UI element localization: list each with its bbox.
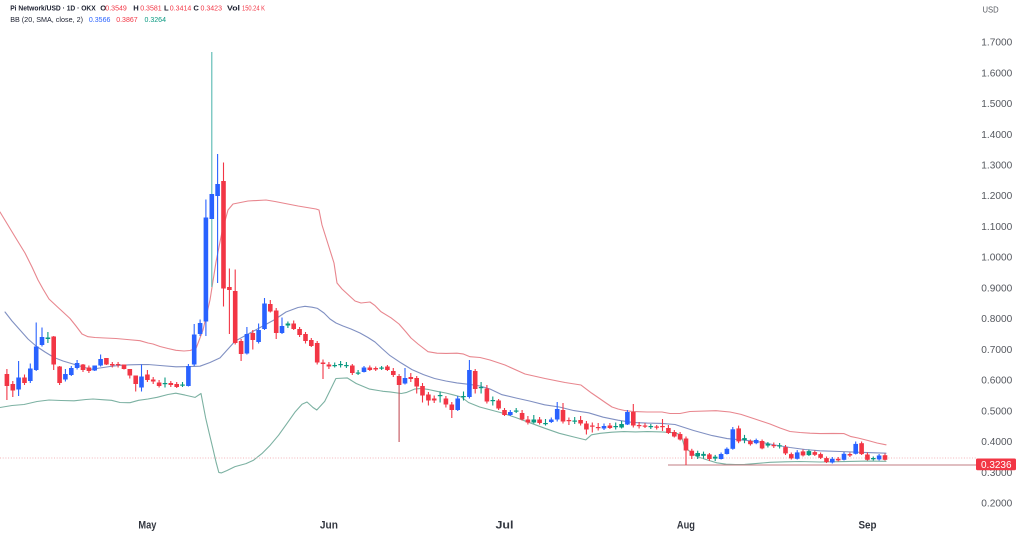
svg-text:0.6000: 0.6000 bbox=[981, 376, 1012, 387]
svg-text:0.3264: 0.3264 bbox=[145, 15, 167, 24]
svg-text:0.4000: 0.4000 bbox=[981, 437, 1012, 448]
svg-text:0.2000: 0.2000 bbox=[981, 499, 1012, 510]
svg-text:0.3867: 0.3867 bbox=[116, 15, 138, 24]
svg-text:0.3423: 0.3423 bbox=[201, 3, 223, 12]
svg-text:0.3414: 0.3414 bbox=[170, 3, 192, 12]
svg-text:Vol: Vol bbox=[227, 3, 240, 12]
svg-text:C: C bbox=[193, 3, 199, 12]
svg-text:Sep: Sep bbox=[859, 520, 877, 532]
svg-text:Aug: Aug bbox=[677, 520, 695, 532]
svg-text:May: May bbox=[138, 520, 157, 532]
svg-text:1.7000: 1.7000 bbox=[981, 38, 1012, 49]
svg-text:0.9000: 0.9000 bbox=[981, 283, 1012, 294]
svg-text:1.3000: 1.3000 bbox=[981, 161, 1012, 172]
svg-text:0.7000: 0.7000 bbox=[981, 345, 1012, 356]
svg-text:1.0000: 1.0000 bbox=[981, 253, 1012, 264]
svg-text:H: H bbox=[133, 3, 138, 12]
svg-text:USD: USD bbox=[983, 4, 999, 14]
svg-text:1.4000: 1.4000 bbox=[981, 130, 1012, 141]
svg-text:O: O bbox=[100, 3, 106, 12]
svg-text:1.5000: 1.5000 bbox=[981, 99, 1012, 110]
svg-text:0.3549: 0.3549 bbox=[105, 3, 127, 12]
svg-text:Pi Network/USD · 1D · OKX: Pi Network/USD · 1D · OKX bbox=[10, 3, 96, 12]
svg-text:150.24 K: 150.24 K bbox=[242, 3, 265, 12]
svg-text:Jul: Jul bbox=[496, 520, 514, 532]
svg-text:1.1000: 1.1000 bbox=[981, 222, 1012, 233]
svg-text:Jun: Jun bbox=[320, 520, 338, 532]
svg-text:BB (20, SMA, close, 2): BB (20, SMA, close, 2) bbox=[10, 15, 83, 24]
svg-text:1.2000: 1.2000 bbox=[981, 191, 1012, 202]
svg-text:0.3000: 0.3000 bbox=[981, 468, 1012, 479]
svg-text:0.5000: 0.5000 bbox=[981, 406, 1012, 417]
svg-text:L: L bbox=[164, 3, 169, 12]
svg-text:1.6000: 1.6000 bbox=[981, 68, 1012, 79]
svg-text:0.8000: 0.8000 bbox=[981, 314, 1012, 325]
svg-text:0.3566: 0.3566 bbox=[89, 15, 111, 24]
svg-text:0.3581: 0.3581 bbox=[140, 3, 162, 12]
svg-text:0.3236: 0.3236 bbox=[981, 460, 1012, 471]
